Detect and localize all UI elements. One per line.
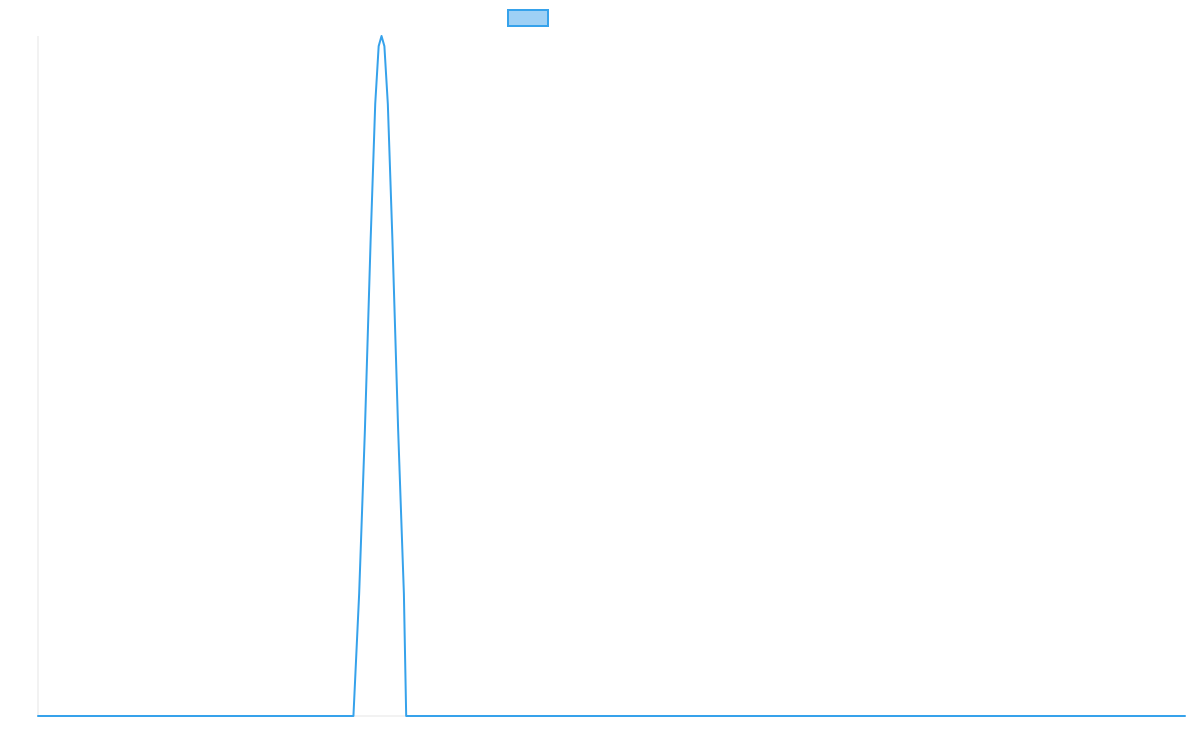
axes <box>37 36 1185 717</box>
series-layer <box>37 35 1186 717</box>
legend[interactable] <box>507 9 549 27</box>
legend-swatch[interactable] <box>507 9 549 27</box>
series-line-0 <box>37 35 1186 717</box>
